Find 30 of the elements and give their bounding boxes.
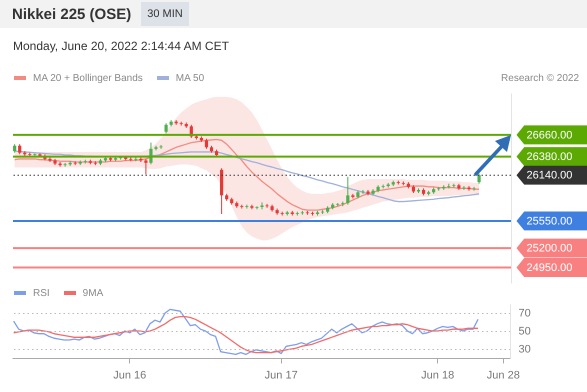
line-series [14,138,480,211]
y-tick-label: 50 [518,326,531,338]
chart-subtitle: Monday, June 20, 2022 2:14:44 AM CET [12,38,230,55]
candlestick [346,176,350,206]
y-tick-label: 70 [518,308,531,320]
y-tick-label: 26660.00 [526,129,572,142]
line-series [12,316,479,354]
y-tick-label: 26140.00 [526,170,572,182]
x-tick-label: Jun 18 [421,370,454,382]
text: Research © 2022 [501,72,579,84]
legend-label: MA 20 + Bollinger Bands [33,72,143,84]
chart-title: Nikkei 225 (OSE) [12,6,132,22]
line-series [12,308,479,356]
y-tick-label: 26380.00 [526,151,572,164]
x-tick-label: Jun 17 [264,370,298,382]
legend-label: 9MA [82,288,104,298]
y-tick-label: 25550.00 [526,215,572,228]
candlestick [18,144,22,155]
candlestick [164,122,168,134]
y-tick-label: 30 [518,344,531,356]
legend-label: MA 50 [176,72,204,84]
text: 30 MIN [141,2,189,26]
legend-label: RSI [33,288,50,298]
candlestick [204,138,208,150]
y-tick-label: 25200.00 [526,242,572,255]
y-tick-label: 24950.00 [526,262,572,274]
candlestick [144,158,148,175]
candlestick [477,173,481,184]
x-tick-label: Jun 16 [113,370,146,382]
x-tick-label: Jun 28 [486,370,520,382]
